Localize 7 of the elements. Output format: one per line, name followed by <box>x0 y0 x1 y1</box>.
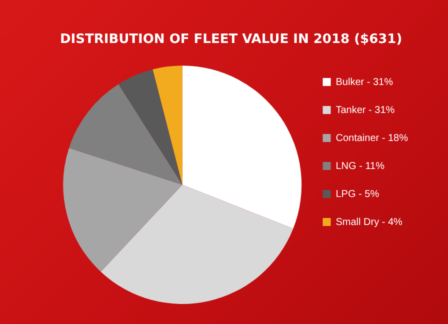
legend-label: Bulker - 31% <box>336 76 394 88</box>
legend-label: LPG - 5% <box>336 188 380 200</box>
legend-label: LNG - 11% <box>336 160 385 172</box>
legend-label: Tanker - 31% <box>336 104 395 116</box>
chart-title: DISTRIBUTION OF FLEET VALUE IN 2018 ($631) <box>60 32 402 48</box>
legend-label: Small Dry - 4% <box>336 216 403 228</box>
legend-label: Container - 18% <box>336 132 408 144</box>
